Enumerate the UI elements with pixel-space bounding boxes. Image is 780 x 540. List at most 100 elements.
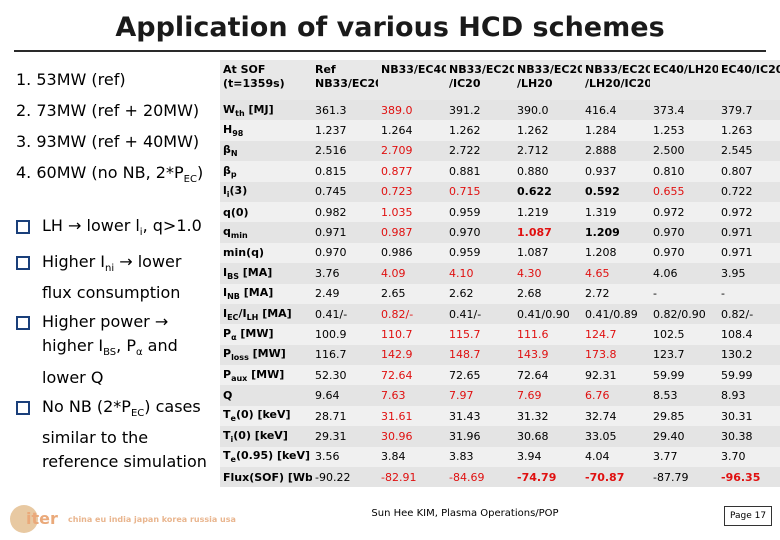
title-divider xyxy=(14,50,766,52)
row-label: Te(0.95) [keV] xyxy=(223,449,311,465)
table-cell: 7.97 xyxy=(449,389,474,403)
table-cell: 111.6 xyxy=(517,327,549,341)
table-cell: 4.04 xyxy=(585,450,610,464)
table-cell: 0.592 xyxy=(585,185,620,199)
table-cell: 2.65 xyxy=(381,287,406,301)
table-cell: 29.85 xyxy=(653,409,685,423)
row-label: βp xyxy=(223,163,237,179)
table-cell: 361.3 xyxy=(315,103,347,117)
table-cell: 0.807 xyxy=(721,164,753,178)
table-cell: 4.65 xyxy=(585,266,610,280)
table-cell: 1.262 xyxy=(449,124,481,138)
table-cell: 3.70 xyxy=(721,450,746,464)
slide-title: Application of various HCD schemes xyxy=(115,12,665,43)
table-cell: 3.95 xyxy=(721,266,746,280)
table-cell: 173.8 xyxy=(585,348,617,362)
table-cell: -90.22 xyxy=(315,470,351,484)
table-cell: 2.516 xyxy=(315,144,347,158)
table-cell: 8.53 xyxy=(653,389,678,403)
row-label: qmin xyxy=(223,224,248,241)
table-cell: 72.65 xyxy=(449,368,481,382)
table-cell: 28.71 xyxy=(315,409,347,423)
table-cell: -74.79 xyxy=(517,470,557,484)
table-row: qmin 0.971 0.987 0.970 1.087 1.209 0.970 0.971 xyxy=(220,222,780,243)
table-row: Q 9.64 7.63 7.97 7.69 6.76 8.53 8.93 xyxy=(220,385,780,406)
table-row: li(3) 0.745 0.723 0.715 0.622 0.592 0.655 0.722 xyxy=(220,181,780,202)
table-cell: 123.7 xyxy=(653,348,685,362)
table-header-cell: NB33/EC40 xyxy=(381,63,446,76)
table-cell: 0.972 xyxy=(653,205,685,219)
table-cell: 1.209 xyxy=(585,226,620,240)
case-item: 3. 93MW (ref + 40MW) xyxy=(16,132,200,151)
table-cell: -82.91 xyxy=(381,470,417,484)
table-cell: 59.99 xyxy=(653,368,685,382)
table-cell: 0.622 xyxy=(517,185,552,199)
table-cell: 2.709 xyxy=(381,144,413,158)
logo-languages: china eu india japan korea russia usa xyxy=(68,515,236,524)
table-cell: 390.0 xyxy=(517,103,549,117)
table-row: IBS [MA] 3.76 4.09 4.10 4.30 4.65 4.06 3.95 xyxy=(220,263,780,284)
table-cell: 110.7 xyxy=(381,327,413,341)
logo-circle-icon xyxy=(10,505,38,533)
bullet-text: LH → lower li, q>1.0 xyxy=(42,216,202,239)
table-cell: 2.72 xyxy=(585,287,610,301)
table-cell: 1.253 xyxy=(653,124,685,138)
case-item: 2. 73MW (ref + 20MW) xyxy=(16,101,200,120)
table-cell: 31.96 xyxy=(449,429,481,443)
table-cell: 2.500 xyxy=(653,144,685,158)
table-row: Flux(SOF) [Wb] -90.22 -82.91 -84.69 -74.79 -7… xyxy=(220,467,780,488)
case-item: 4. 60MW (no NB, 2*PEC) xyxy=(16,163,204,186)
table-row: Paux [MW] 52.30 72.64 72.65 72.64 92.31 59.99 5… xyxy=(220,365,780,386)
row-label: Wth [MJ] xyxy=(223,102,274,118)
row-label: Paux [MW] xyxy=(223,367,285,383)
table-row: Pα [MW] 100.9 110.7 115.7 111.6 124.7 102.5 108… xyxy=(220,324,780,345)
table-cell: 2.712 xyxy=(517,144,549,158)
table-cell: 6.76 xyxy=(585,389,610,403)
table-cell: 33.05 xyxy=(585,429,617,443)
bullet-item: No NB (2*PEC) cases similar to the refer… xyxy=(16,395,216,474)
table-cell: 3.83 xyxy=(449,450,474,464)
checkbox-bullet-icon xyxy=(16,220,30,234)
table-cell: 0.971 xyxy=(721,226,753,240)
row-label: Flux(SOF) [Wb] xyxy=(223,470,312,484)
table-cell: 7.69 xyxy=(517,389,542,403)
table-cell: 148.7 xyxy=(449,348,481,362)
row-label: Ti(0) [keV] xyxy=(223,428,288,445)
table-cell: 30.96 xyxy=(381,429,413,443)
table-header-cell: EC40/IC20 xyxy=(721,63,780,76)
table-cell: 389.0 xyxy=(381,103,413,117)
table-cell: 0.880 xyxy=(517,164,549,178)
table-row: Ti(0) [keV] 29.31 30.96 31.96 30.68 33.05 29.4… xyxy=(220,426,780,447)
results-table: At SOF (t=1359s) Ref NB33/EC20 NB33/EC40 NB… xyxy=(220,60,780,488)
footer-author: Sun Hee KIM, Plasma Operations/POP xyxy=(371,508,559,519)
table-cell: 0.987 xyxy=(381,226,413,240)
table-cell: 1.284 xyxy=(585,124,617,138)
table-cell: 8.93 xyxy=(721,389,746,403)
table-cell: 379.7 xyxy=(721,103,753,117)
table-cell: 0.655 xyxy=(653,185,685,199)
table-cell: 0.970 xyxy=(653,246,685,260)
row-label: INB [MA] xyxy=(223,286,274,302)
table-row: Ploss [MW] 116.7 142.9 148.7 143.9 173.8 123.7… xyxy=(220,344,780,366)
bullet-item: Higher power → higher IBS, Pα and lower … xyxy=(16,310,216,389)
table-cell: 4.10 xyxy=(449,266,474,280)
table-cell: - xyxy=(653,287,657,301)
table-header-cell: NB33/EC20 /LH20/IC20 xyxy=(585,63,650,90)
table-header-cell: Ref NB33/EC20 xyxy=(315,63,378,90)
table-cell: 3.56 xyxy=(315,450,340,464)
table-header-row: At SOF (t=1359s) Ref NB33/EC20 NB33/EC40 NB… xyxy=(220,60,780,100)
table-cell: 373.4 xyxy=(653,103,685,117)
table-cell: 31.43 xyxy=(449,409,481,423)
table-cell: 142.9 xyxy=(381,348,413,362)
checkbox-bullet-icon xyxy=(16,256,30,271)
table-cell: 0.970 xyxy=(315,246,347,260)
table-cell: 1.237 xyxy=(315,124,347,138)
table-cell: 9.64 xyxy=(315,389,340,403)
table-cell: -96.35 xyxy=(721,470,761,484)
table-cell: 0.972 xyxy=(721,205,753,219)
table-cell: 0.982 xyxy=(315,205,347,219)
table-cell: 0.82/0.90 xyxy=(653,307,706,321)
table-cell: 0.877 xyxy=(381,164,413,178)
table-row: IEC/ILH [MA] 0.41/- 0.82/- 0.41/- 0.41/0.90 0… xyxy=(220,303,780,325)
table-row: INB [MA] 2.49 2.65 2.62 2.68 2.72 - - xyxy=(220,283,780,304)
